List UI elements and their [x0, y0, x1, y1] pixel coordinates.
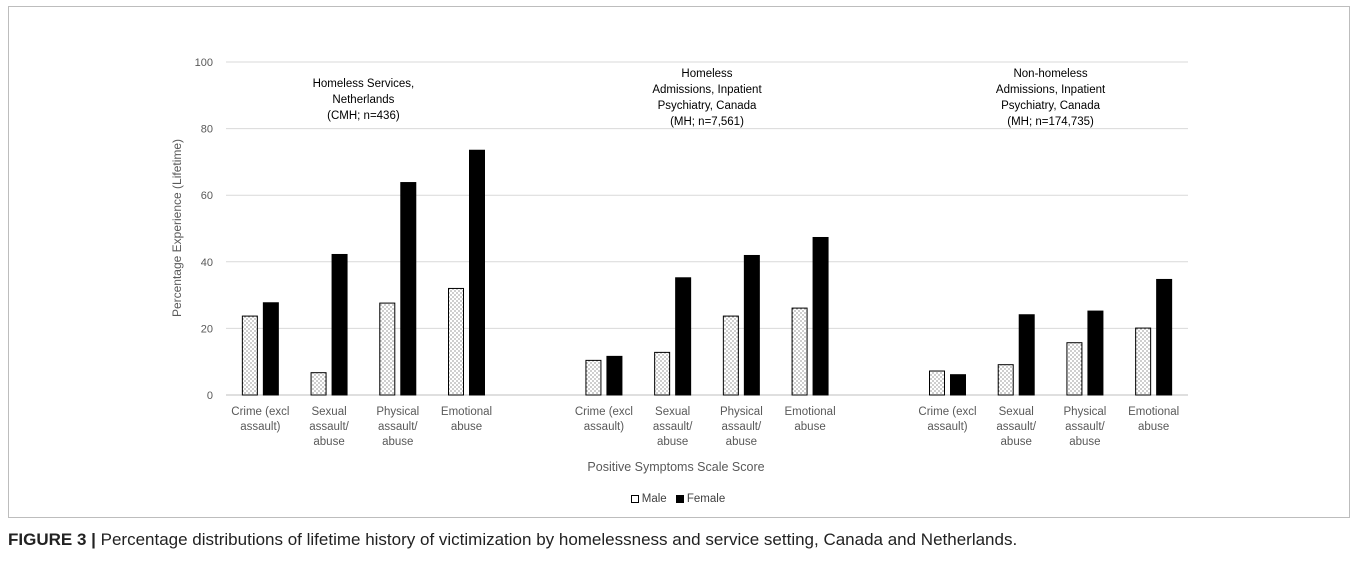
chart: 0 20 40 60 80 100 Crime (excl assault) Sexual as… — [170, 57, 1188, 474]
x-tick-label: assault/ — [653, 421, 693, 433]
x-tick-label: Crime (excl — [575, 406, 633, 418]
bar-female — [812, 236, 829, 396]
bar-female — [950, 374, 966, 396]
x-tick-label: abuse — [313, 436, 344, 448]
bar-male — [379, 302, 396, 396]
x-tick-label: abuse — [657, 436, 688, 448]
bar-male — [310, 372, 327, 396]
group-title-line: Admissions, Inpatient — [652, 84, 762, 96]
legend: Male Female — [0, 493, 1356, 506]
group-title-line: (CMH; n=436) — [327, 110, 400, 122]
x-tick-label: Emotional — [785, 406, 836, 418]
group-title-line: Admissions, Inpatient — [996, 84, 1106, 96]
bar-male — [997, 364, 1014, 396]
x-tick-label: abuse — [382, 436, 413, 448]
y-tick-label: 20 — [201, 323, 213, 335]
x-tick-label: assault/ — [722, 421, 762, 433]
group-title-line: (MH; n=7,561) — [670, 116, 744, 128]
x-tick-label: Emotional — [441, 406, 492, 418]
legend-item-female: Female — [675, 493, 726, 505]
y-axis: 0 20 40 60 80 100 — [195, 57, 213, 402]
y-tick-label: 40 — [201, 257, 213, 269]
x-tick-label: abuse — [1069, 436, 1100, 448]
group-title-line: Netherlands — [332, 94, 394, 106]
bar-female — [469, 149, 485, 396]
x-tick-label: assault/ — [1065, 421, 1105, 433]
bar-male — [722, 315, 739, 396]
x-tick-label: abuse — [726, 436, 757, 448]
bar-male — [241, 315, 258, 396]
x-tick-label: assault) — [927, 421, 967, 433]
bar-male — [585, 359, 602, 396]
figure-label: FIGURE 3 | — [8, 530, 96, 549]
x-tick-label: assault/ — [378, 421, 418, 433]
bar-female — [400, 182, 417, 396]
category-labels: Crime (excl assault) Sexual assault/abuse Ph… — [231, 406, 1179, 448]
bar-male — [654, 351, 671, 396]
x-tick-label: Physical — [720, 406, 763, 418]
bar-male — [929, 370, 945, 396]
bars — [241, 149, 1173, 396]
y-tick-label: 0 — [207, 390, 213, 402]
y-tick-label: 80 — [201, 124, 213, 136]
x-tick-label: Sexual — [311, 406, 346, 418]
x-tick-label: assault/ — [996, 421, 1036, 433]
y-tick-label: 100 — [195, 57, 213, 69]
y-axis-title: Percentage Experience (Lifetime) — [170, 139, 184, 317]
bar-male — [448, 287, 464, 396]
bar-male — [1135, 327, 1152, 396]
bar-female — [606, 355, 623, 396]
y-tick-label: 60 — [201, 190, 213, 202]
x-tick-label: abuse — [451, 421, 482, 433]
legend-label-male: Male — [641, 493, 667, 505]
bar-female — [675, 277, 692, 396]
bar-female — [743, 254, 760, 396]
legend-swatch-female — [675, 495, 684, 503]
bar-female — [1156, 278, 1173, 396]
x-axis-title: Positive Symptoms Scale Score — [587, 460, 764, 474]
figure-caption-text: Percentage distributions of lifetime his… — [95, 530, 1018, 549]
x-tick-label: Sexual — [999, 406, 1034, 418]
x-tick-label: abuse — [1138, 421, 1169, 433]
x-tick-label: Physical — [376, 406, 419, 418]
x-tick-label: Physical — [1064, 406, 1107, 418]
group-title-line: (MH; n=174,735) — [1007, 116, 1094, 128]
x-tick-label: abuse — [1001, 436, 1032, 448]
legend-swatch-male — [630, 495, 639, 503]
x-tick-label: Crime (excl — [231, 406, 289, 418]
bar-female — [1018, 314, 1035, 396]
group-title-line: Non-homeless — [1013, 68, 1087, 80]
x-tick-label: assault) — [240, 421, 280, 433]
bar-male — [791, 307, 808, 396]
x-tick-label: Emotional — [1128, 406, 1179, 418]
legend-item-male: Male — [630, 493, 667, 505]
x-tick-label: assault) — [584, 421, 624, 433]
legend-label-female: Female — [686, 493, 726, 505]
x-tick-label: abuse — [794, 421, 825, 433]
figure-caption: FIGURE 3 | Percentage distributions of l… — [8, 530, 1348, 550]
x-tick-label: Crime (excl — [918, 406, 976, 418]
x-tick-label: Sexual — [655, 406, 690, 418]
bar-female — [331, 253, 348, 396]
group-title-line: Psychiatry, Canada — [1001, 100, 1100, 112]
group-title-line: Psychiatry, Canada — [658, 100, 757, 112]
group-titles: Homeless Services, Netherlands (CMH; n=436… — [313, 68, 1106, 128]
group-title-line: Homeless — [681, 68, 732, 80]
bar-female — [262, 302, 279, 396]
bar-female — [1087, 310, 1104, 396]
group-title-line: Homeless Services, — [313, 78, 415, 90]
x-tick-label: assault/ — [309, 421, 349, 433]
bar-male — [1066, 342, 1083, 396]
